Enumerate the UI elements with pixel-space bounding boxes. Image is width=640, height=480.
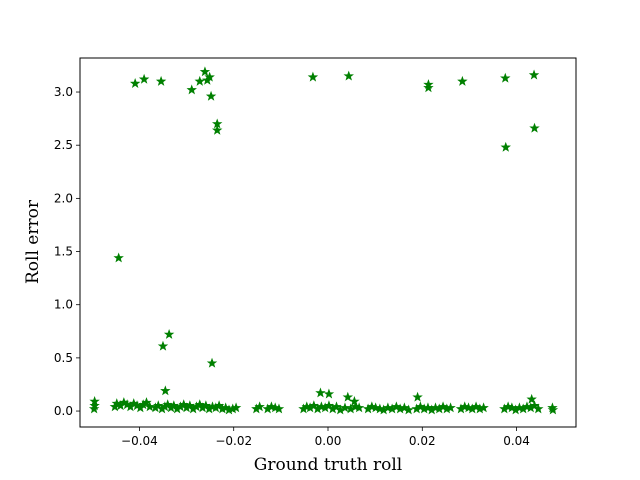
data-point	[307, 71, 319, 82]
data-point	[194, 75, 205, 86]
data-point	[155, 75, 167, 86]
data-point	[412, 391, 423, 402]
data-point	[129, 78, 141, 88]
data-point	[89, 400, 100, 411]
x-tick-label: −0.04	[121, 434, 158, 448]
data-point	[186, 84, 197, 95]
data-point	[529, 122, 540, 133]
data-point	[349, 396, 360, 406]
y-tick-label: 1.0	[54, 298, 73, 312]
x-tick-label: 0.02	[409, 434, 436, 448]
data-point	[144, 401, 155, 412]
data-point	[478, 402, 489, 413]
data-point	[204, 71, 215, 82]
data-point	[547, 404, 559, 415]
data-point	[423, 82, 434, 93]
data-point	[206, 357, 218, 368]
data-point	[212, 124, 223, 135]
data-point	[138, 73, 150, 84]
data-point	[500, 141, 511, 152]
data-point	[315, 387, 326, 398]
x-tick-label: −0.02	[215, 434, 252, 448]
data-point	[403, 404, 414, 415]
data-point	[205, 90, 217, 101]
data-point	[399, 402, 410, 413]
x-tick-label: 0.00	[315, 434, 342, 448]
data-point	[533, 403, 544, 414]
x-tick-label: 0.04	[503, 434, 530, 448]
data-point	[342, 391, 354, 402]
plot-area	[80, 58, 576, 427]
data-point	[457, 75, 468, 86]
data-point	[230, 402, 242, 413]
data-point	[141, 397, 152, 407]
data-point	[445, 402, 456, 413]
y-axis-ticks: 0.0 0.5 1.0 1.5 2.0 2.5 3.0	[54, 85, 80, 418]
y-tick-label: 2.0	[54, 191, 73, 205]
data-point	[113, 252, 124, 263]
data-point	[88, 403, 100, 414]
data-points	[88, 66, 559, 415]
y-axis-label: Roll error	[23, 199, 43, 284]
y-tick-label: 0.0	[54, 404, 73, 418]
data-point	[199, 66, 211, 77]
data-point	[343, 70, 354, 81]
data-point	[500, 72, 511, 83]
y-tick-label: 2.5	[54, 138, 73, 152]
data-point	[323, 388, 335, 399]
data-point	[157, 340, 169, 351]
y-tick-label: 1.5	[54, 245, 73, 259]
y-tick-label: 0.5	[54, 351, 73, 365]
y-tick-label: 3.0	[54, 85, 73, 99]
data-point	[273, 403, 285, 414]
data-point	[163, 329, 175, 339]
data-point	[254, 401, 265, 412]
data-point	[526, 393, 537, 404]
data-point	[353, 402, 365, 413]
data-point	[528, 69, 540, 80]
x-axis-ticks: −0.04 −0.02 0.00 0.02 0.04	[121, 427, 530, 448]
data-point	[160, 385, 171, 396]
x-axis-label: Ground truth roll	[254, 455, 402, 475]
data-point	[339, 402, 351, 413]
